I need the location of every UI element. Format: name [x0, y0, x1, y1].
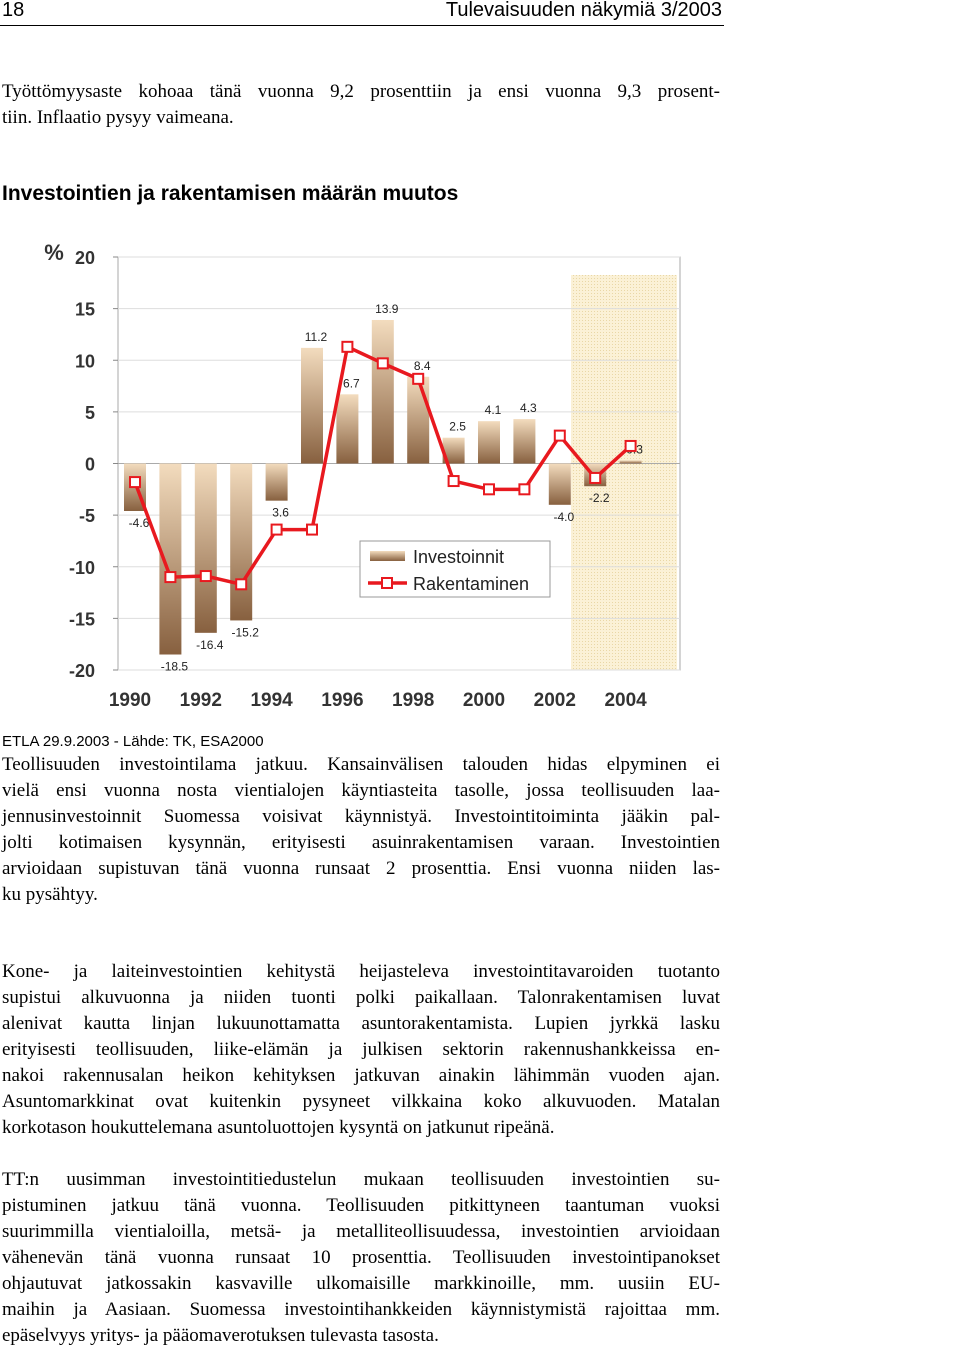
marker [589, 471, 602, 484]
value-label: 2.5 [449, 420, 466, 434]
x-tick-label: 1996 [321, 690, 363, 711]
running-header: 18 Tulevaisuuden näkymiä 3/2003 [0, 0, 724, 26]
value-label: -4.6 [129, 516, 150, 530]
y-tick-label: 15 [75, 300, 95, 320]
text-line: korkotason houkuttelemana asuntoluottoje… [2, 1117, 555, 1138]
marker [164, 571, 177, 584]
y-tick-label: -20 [69, 661, 95, 681]
text-line: ku pysähtyy. [2, 884, 98, 905]
marker [412, 372, 425, 385]
text-line: tiin. Inflaatio pysyy vaimeana. [2, 107, 234, 128]
y-axis-label: % [44, 240, 64, 265]
legend-marker [381, 577, 393, 589]
y-tick-label: -15 [69, 609, 95, 629]
value-label: 3.6 [272, 506, 289, 520]
bar [619, 460, 642, 464]
y-tick-label: -10 [69, 558, 95, 578]
bar [513, 419, 536, 464]
text-line: pistuminen jatkuu tänä vuonna. Teollisuu… [2, 1195, 720, 1216]
text-line: Asuntomarkkinat ovat kuitenkin pysyneet … [2, 1091, 720, 1112]
text-line: arvioidaan supistuvan tänä vuonna runsaa… [2, 858, 720, 879]
value-label: 4.3 [520, 401, 537, 415]
chart: % 20 15 10 5 0 -5 -10 -15 -20 1990 1992 1994 1996 1998… [44, 240, 681, 711]
text-line: alenivat kautta linjan lukuunottamatta a… [2, 1013, 720, 1034]
x-tick-label: 1994 [250, 690, 293, 711]
marker [483, 483, 495, 496]
bar [301, 347, 323, 464]
text-line: Teollisuuden investointilama jatkuu. Kan… [2, 754, 720, 775]
marker [553, 429, 566, 442]
bar [336, 394, 359, 464]
value-label: 4.1 [485, 403, 502, 417]
page-number: 18 [2, 0, 25, 21]
x-tick-label: 2004 [604, 690, 647, 711]
paragraph: TT:n uusimman investointitiedustelun muk… [2, 1167, 720, 1349]
section-title: Investointien ja rakentamisen määrän muu… [2, 182, 459, 205]
marker [447, 475, 460, 488]
text-line: vähenevän tänä vuonna runsaat 10 prosent… [2, 1247, 720, 1268]
legend-swatch [370, 551, 405, 561]
x-tick-label: 1990 [109, 690, 151, 711]
publication: Tulevaisuuden näkymiä 3/2003 [445, 0, 722, 21]
text-line: supistui alkuvuonna ja niiden tuonti pol… [2, 987, 720, 1008]
text-line: Kone- ja laiteinvestointien kehitystä he… [2, 961, 720, 982]
bar [548, 463, 571, 505]
x-tick-label: 1998 [392, 690, 434, 711]
bar [478, 421, 500, 464]
value-label: -18.5 [161, 660, 189, 674]
value-label: 6.7 [343, 376, 360, 390]
x-tick-label: 2000 [463, 690, 505, 711]
value-label: -15.2 [232, 625, 260, 639]
y-tick-label: 20 [75, 248, 95, 268]
value-label: -4.0 [553, 510, 574, 524]
value-label: 8.4 [414, 359, 431, 373]
x-tick-label: 1992 [180, 690, 222, 711]
marker [129, 476, 141, 489]
bar [442, 437, 465, 464]
legend-label: Investoinnit [413, 547, 504, 567]
marker [199, 570, 212, 583]
bar [265, 463, 288, 501]
marker [235, 578, 248, 591]
paragraph: Teollisuuden investointilama jatkuu. Kan… [2, 752, 720, 908]
text-line: vielä ensi vuonna nosta vientialojen käy… [2, 780, 720, 801]
marker [270, 523, 283, 536]
value-label: -16.4 [196, 638, 224, 652]
text-line: jolti kotimaisen kysynnän, erityisesti a… [2, 832, 720, 853]
legend-label: Rakentaminen [413, 574, 529, 594]
bar [230, 463, 253, 621]
marker [624, 439, 637, 452]
text-line: ohjautuvat jatkossakin kasvaville ulkoma… [2, 1273, 720, 1294]
bar [194, 463, 217, 633]
value-label: 13.9 [375, 302, 399, 316]
text-line: erityisesti teollisuuden, liike-elämän j… [2, 1039, 720, 1060]
bar [371, 319, 394, 464]
text-line: epäselvyys yritys- ja pääomaverotuksen t… [2, 1325, 439, 1346]
y-tick-label: 5 [85, 403, 95, 423]
text-line: suurimmilla vientialoilla, metsä- ja met… [2, 1221, 720, 1242]
value-label: -2.2 [589, 491, 610, 505]
y-tick-label: 0 [85, 455, 95, 475]
marker [341, 340, 354, 353]
y-tick-label: 10 [75, 351, 95, 371]
intro: Työttömyysaste kohoaa tänä vuonna 9,2 pr… [2, 79, 720, 131]
bar [407, 376, 430, 464]
y-tick-label: -5 [79, 506, 95, 526]
marker [306, 523, 318, 536]
text-line: nakoi rakennusalan heikon kehityksen jat… [2, 1065, 720, 1086]
paragraph: Kone- ja laiteinvestointien kehitystä he… [2, 959, 720, 1141]
bar [159, 463, 182, 655]
x-tick-label: 2002 [534, 690, 576, 711]
text-line: jennusinvestoinnit Suomessa voisivat käy… [2, 806, 720, 827]
text-line: TT:n uusimman investointitiedustelun muk… [2, 1169, 720, 1190]
value-label: 11.2 [305, 330, 328, 344]
text-line: Työttömyysaste kohoaa tänä vuonna 9,2 pr… [2, 81, 720, 102]
source: ETLA 29.9.2003 - Lähde: TK, ESA2000 [2, 733, 264, 750]
marker [376, 357, 389, 370]
marker [518, 483, 531, 496]
text-line: maihin ja Aasiaan. Suomessa investointih… [2, 1299, 720, 1320]
